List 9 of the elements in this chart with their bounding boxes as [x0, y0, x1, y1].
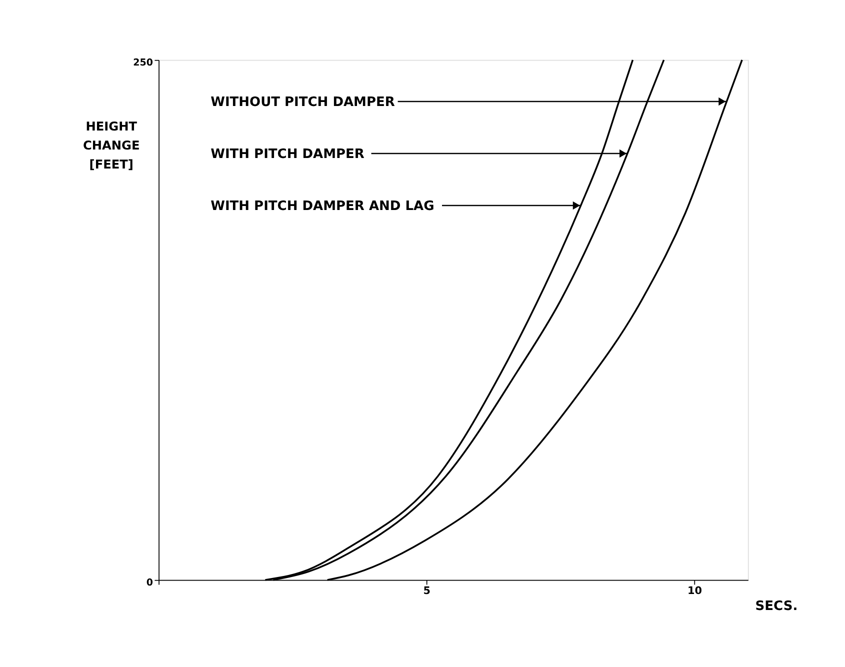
x-tick-label: 5 [423, 585, 431, 598]
annotation: WITH PITCH DAMPER [210, 146, 364, 162]
y-axis-title: HEIGHT CHANGE [FEET] [82, 120, 140, 172]
y-tick-label: 0 [146, 578, 154, 589]
x-tick-label: 10 [688, 585, 702, 598]
y-tick-label: 250 [133, 58, 154, 69]
x-axis-title: SECS. [755, 598, 798, 614]
annotation: WITHOUT PITCH DAMPER [210, 94, 395, 110]
annotation: WITH PITCH DAMPER AND LAG [210, 198, 434, 214]
